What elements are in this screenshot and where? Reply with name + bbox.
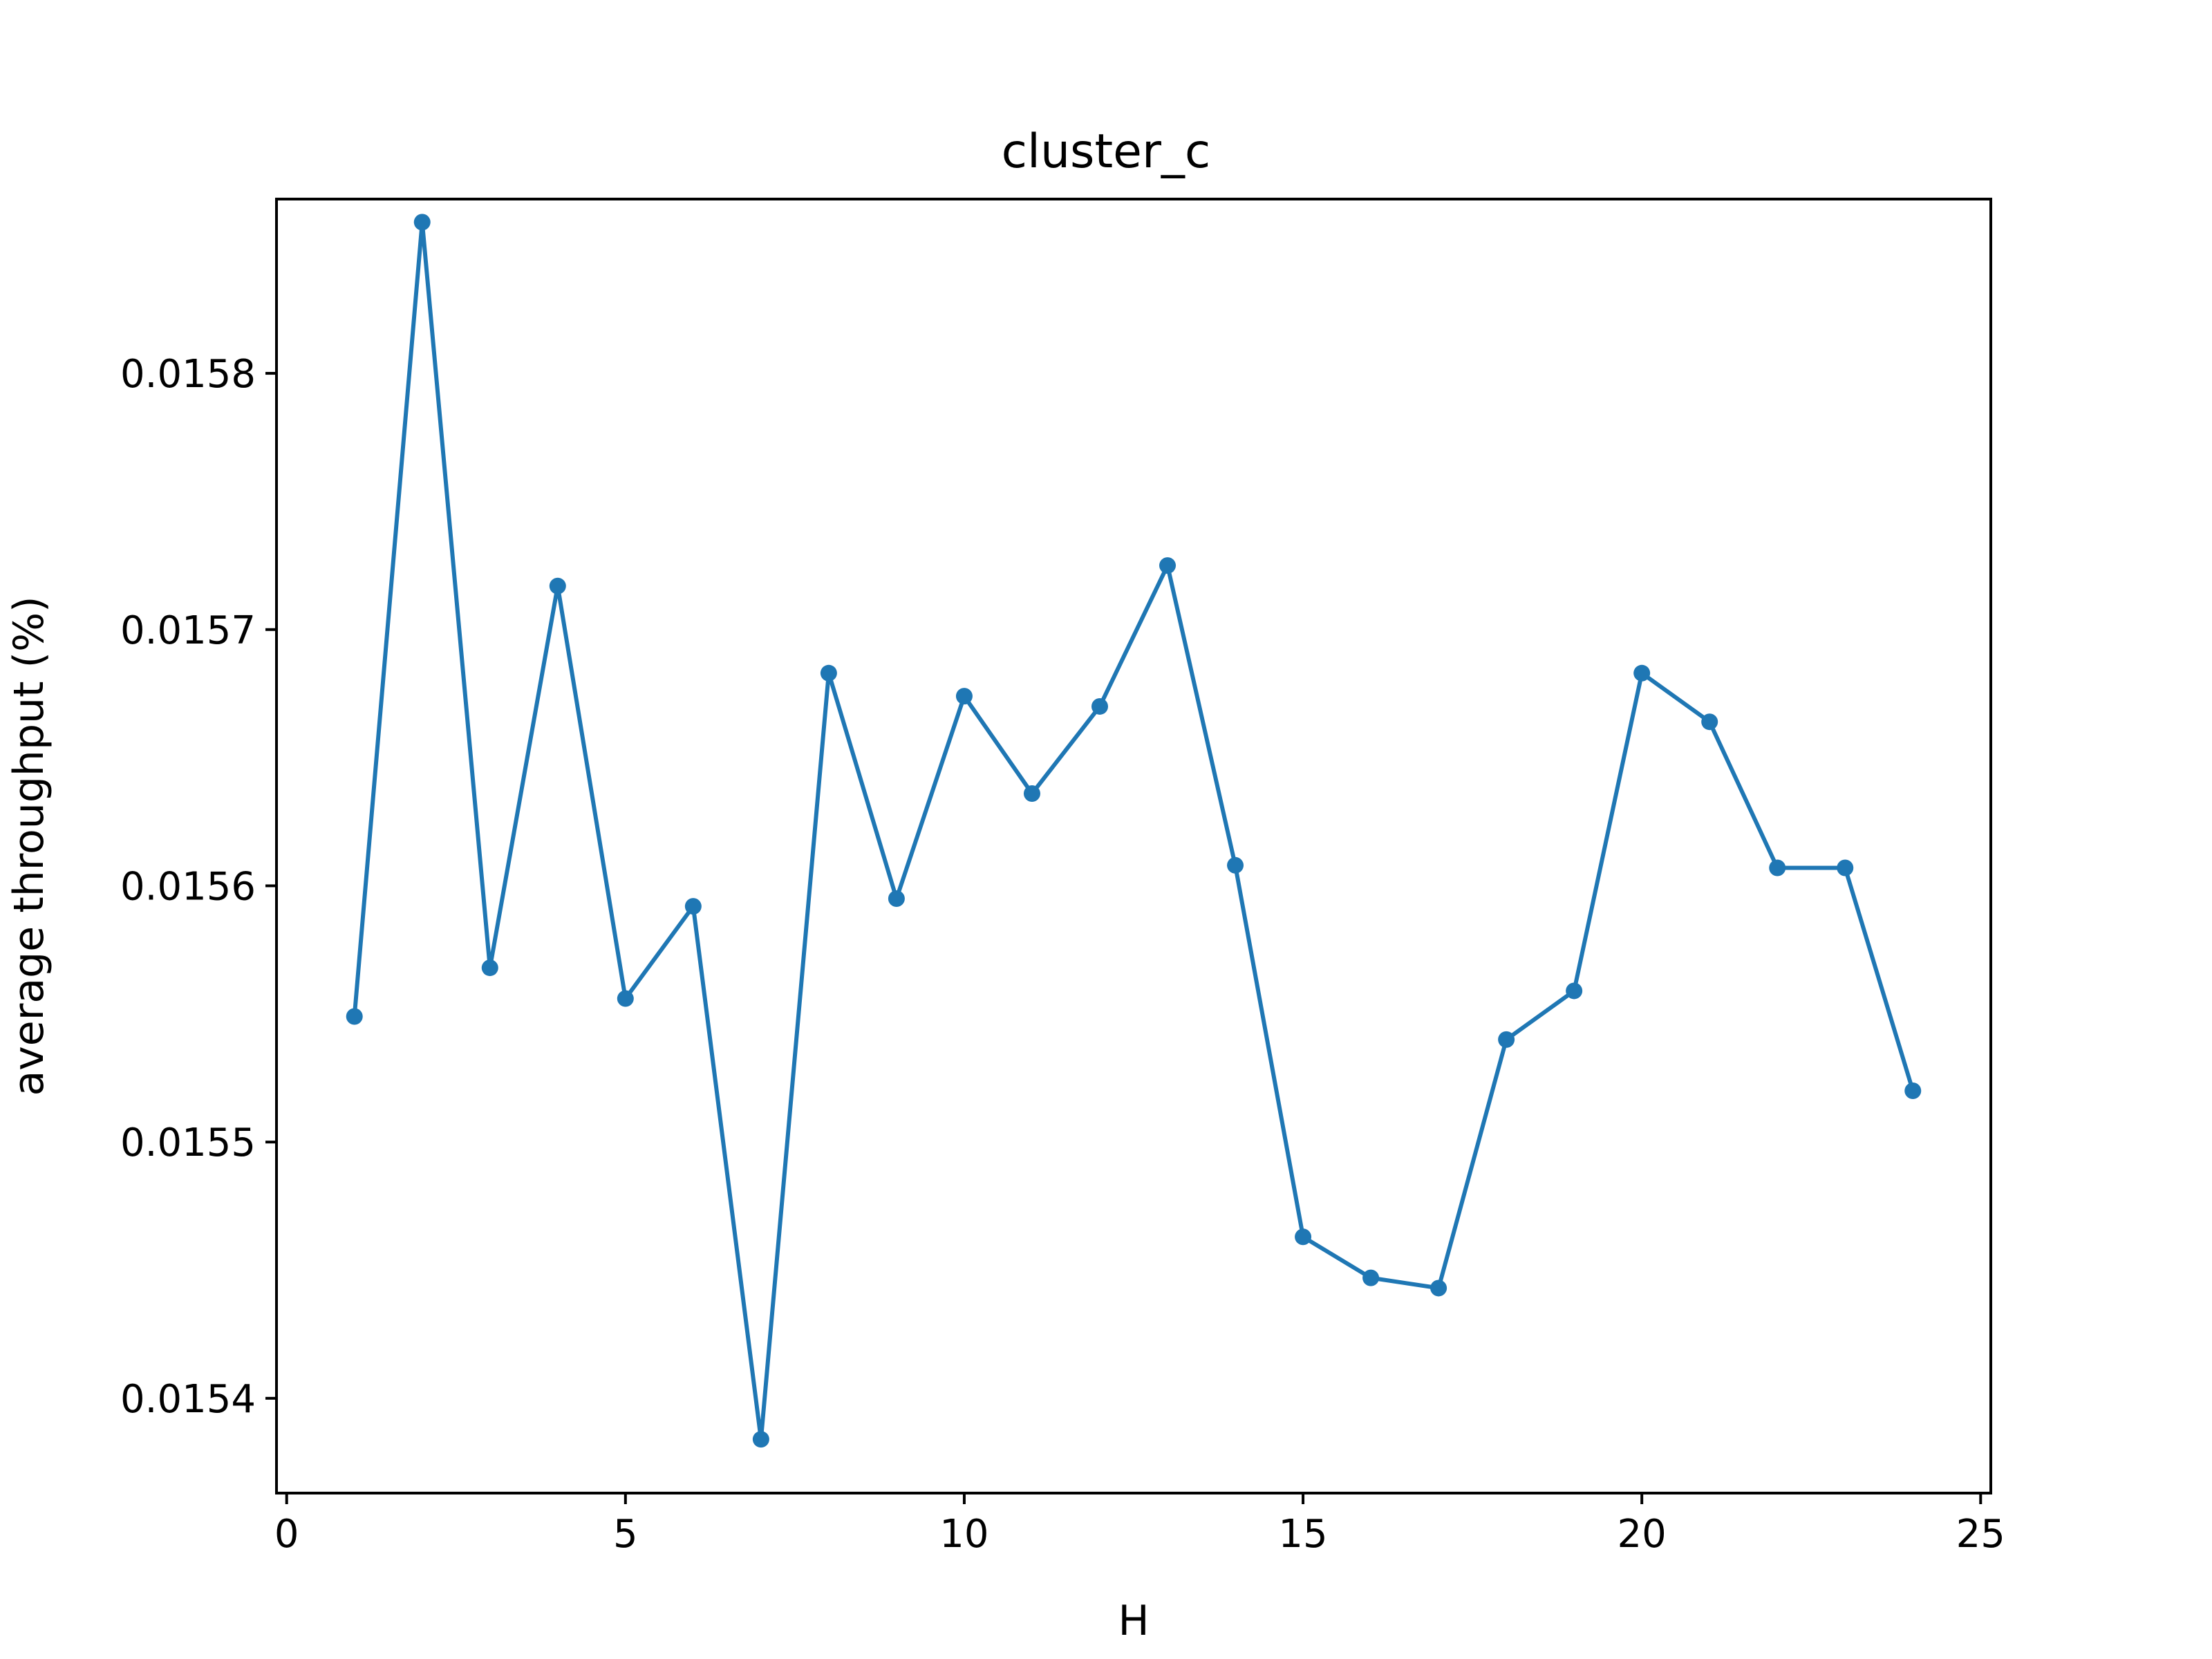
series-points bbox=[346, 214, 1922, 1448]
data-point bbox=[481, 959, 498, 977]
y-tick-label: 0.0158 bbox=[120, 352, 256, 397]
data-point bbox=[1837, 859, 1854, 877]
data-point bbox=[1023, 785, 1040, 803]
data-point bbox=[684, 898, 702, 915]
series-line bbox=[352, 220, 1915, 1442]
x-tick-label: 25 bbox=[1956, 1512, 2005, 1557]
chart-title: cluster_c bbox=[1002, 124, 1211, 179]
data-point bbox=[1227, 856, 1244, 874]
y-axis-ticks: 0.0154 0.0155 0.0156 0.0157 0.0158 bbox=[120, 352, 276, 1422]
y-tick-label: 0.0155 bbox=[120, 1121, 256, 1165]
data-point bbox=[1159, 557, 1177, 574]
data-point bbox=[549, 577, 566, 594]
data-point bbox=[1701, 713, 1718, 731]
y-tick-label: 0.0156 bbox=[120, 864, 256, 909]
x-tick-label: 5 bbox=[613, 1512, 638, 1557]
x-tick-label: 0 bbox=[274, 1512, 299, 1557]
x-tick-label: 20 bbox=[1618, 1512, 1667, 1557]
data-point bbox=[1430, 1280, 1447, 1297]
data-point bbox=[1091, 697, 1108, 715]
data-point bbox=[888, 890, 905, 907]
plot-frame bbox=[275, 198, 1992, 1494]
data-point bbox=[346, 1008, 363, 1025]
data-point bbox=[1904, 1082, 1922, 1100]
data-point bbox=[1295, 1228, 1312, 1246]
x-tick-label: 10 bbox=[939, 1512, 988, 1557]
y-tick-label: 0.0157 bbox=[120, 608, 256, 653]
x-axis-label: H bbox=[1118, 1597, 1149, 1645]
x-axis-ticks: 0 5 10 15 20 25 bbox=[274, 1493, 2005, 1557]
data-point bbox=[1566, 982, 1583, 1000]
x-tick-label: 15 bbox=[1278, 1512, 1327, 1557]
y-axis-label: average throughput (%) bbox=[5, 597, 53, 1096]
y-tick-label: 0.0154 bbox=[120, 1377, 256, 1422]
data-point bbox=[820, 664, 837, 682]
data-point bbox=[752, 1431, 769, 1448]
data-point bbox=[1633, 664, 1651, 682]
data-point bbox=[1769, 859, 1786, 877]
data-point bbox=[617, 990, 634, 1007]
data-point bbox=[1498, 1031, 1515, 1048]
data-point bbox=[413, 214, 431, 231]
data-point bbox=[1362, 1269, 1380, 1286]
data-point bbox=[955, 688, 973, 705]
